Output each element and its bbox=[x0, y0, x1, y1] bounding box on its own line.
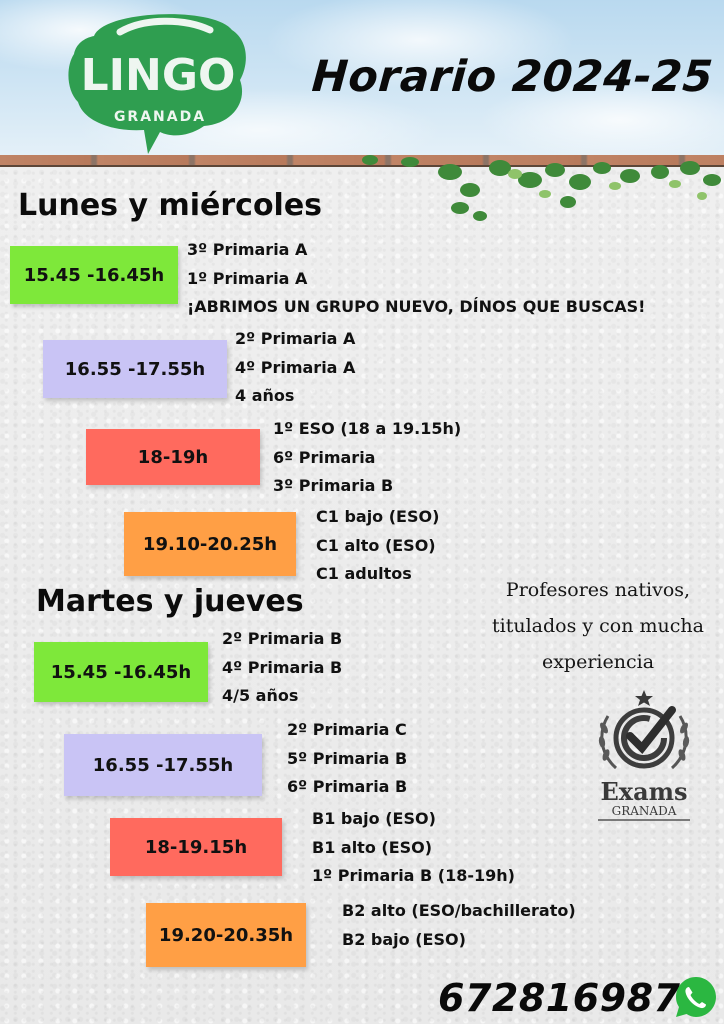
lingo-granada-logo: LINGO GRANADA bbox=[68, 14, 246, 154]
badge-name: Exams bbox=[600, 777, 687, 806]
whatsapp-icon[interactable] bbox=[673, 974, 719, 1020]
time-box-orange: 19.20-20.35h bbox=[146, 903, 306, 967]
teachers-tagline: Profesores nativos, titulados y con much… bbox=[472, 572, 724, 680]
group-item: C1 alto (ESO) bbox=[316, 535, 436, 555]
group-list: 2º Primaria B 4º Primaria B 4/5 años bbox=[222, 625, 342, 711]
group-item: 4/5 años bbox=[222, 686, 299, 705]
tagline-line: Profesores nativos, bbox=[505, 579, 691, 601]
group-item: 2º Primaria C bbox=[287, 720, 407, 739]
time-box-lavender: 16.55 -17.55h bbox=[64, 734, 262, 796]
group-list: 1º ESO (18 a 19.15h) 6º Primaria 3º Prim… bbox=[273, 415, 461, 501]
group-item: 2º Primaria B bbox=[222, 629, 343, 648]
time-box-green: 15.45 -16.45h bbox=[10, 246, 178, 304]
group-list: 2º Primaria A 4º Primaria A 4 años bbox=[235, 325, 355, 411]
new-group-notice: ¡ABRIMOS UN GRUPO NUEVO, DÍNOS QUE BUSCA… bbox=[187, 297, 646, 316]
group-list: 2º Primaria C 5º Primaria B 6º Primaria … bbox=[287, 716, 407, 802]
brick-ledge bbox=[0, 155, 724, 167]
tagline-line: experiencia bbox=[541, 651, 655, 673]
logo-city-text: GRANADA bbox=[114, 109, 206, 125]
group-item: 2º Primaria A bbox=[235, 329, 356, 348]
group-item: 6º Primaria B bbox=[287, 777, 408, 796]
stucco-wall-background bbox=[0, 169, 724, 1024]
ivy-decoration bbox=[362, 155, 721, 221]
group-item: B2 bajo (ESO) bbox=[342, 929, 466, 949]
group-item: B2 alto (ESO/bachillerato) bbox=[342, 901, 576, 920]
group-item: 1º Primaria A bbox=[187, 268, 308, 288]
time-box-red: 18-19h bbox=[86, 429, 260, 485]
group-list: B2 alto (ESO/bachillerato) B2 bajo (ESO) bbox=[342, 897, 576, 954]
group-item: C1 adultos bbox=[316, 564, 412, 583]
time-box-orange: 19.10-20.25h bbox=[124, 512, 296, 576]
group-list: C1 bajo (ESO) C1 alto (ESO) C1 adultos bbox=[316, 503, 439, 589]
group-list: B1 bajo (ESO) B1 alto (ESO) 1º Primaria … bbox=[312, 805, 515, 891]
group-item: B1 bajo (ESO) bbox=[312, 809, 436, 828]
group-item: C1 bajo (ESO) bbox=[316, 507, 440, 526]
time-box-red: 18-19.15h bbox=[110, 818, 282, 876]
group-item: 5º Primaria B bbox=[287, 748, 408, 768]
group-item: 1º ESO (18 a 19.15h) bbox=[273, 419, 462, 438]
group-item: 6º Primaria bbox=[273, 447, 376, 467]
section-title-lunes-miercoles: Lunes y miércoles bbox=[18, 188, 323, 223]
group-list: 3º Primaria A 1º Primaria A ¡ABRIMOS UN … bbox=[187, 236, 645, 322]
group-item: B1 alto (ESO) bbox=[312, 837, 433, 857]
section-title-martes-jueves: Martes y jueves bbox=[36, 584, 304, 619]
group-item: 4 años bbox=[235, 386, 295, 405]
badge-city: GRANADA bbox=[612, 804, 677, 818]
checkmark-icon bbox=[626, 706, 676, 755]
exams-granada-badge: Exams GRANADA bbox=[598, 690, 690, 821]
phone-number[interactable]: 672816987 bbox=[438, 976, 681, 1020]
group-item: 4º Primaria A bbox=[235, 357, 356, 377]
page-title: Horario 2024-25 bbox=[310, 52, 715, 102]
logo-brand-text: LINGO bbox=[81, 50, 236, 101]
group-item: 3º Primaria A bbox=[187, 240, 308, 259]
tagline-line: titulados y con mucha bbox=[492, 615, 704, 637]
time-box-green: 15.45 -16.45h bbox=[34, 642, 208, 702]
star-icon bbox=[635, 690, 653, 706]
group-item: 3º Primaria B bbox=[273, 476, 394, 495]
group-item: 1º Primaria B (18-19h) bbox=[312, 866, 515, 885]
group-item: 4º Primaria B bbox=[222, 657, 343, 677]
time-box-lavender: 16.55 -17.55h bbox=[43, 340, 227, 398]
